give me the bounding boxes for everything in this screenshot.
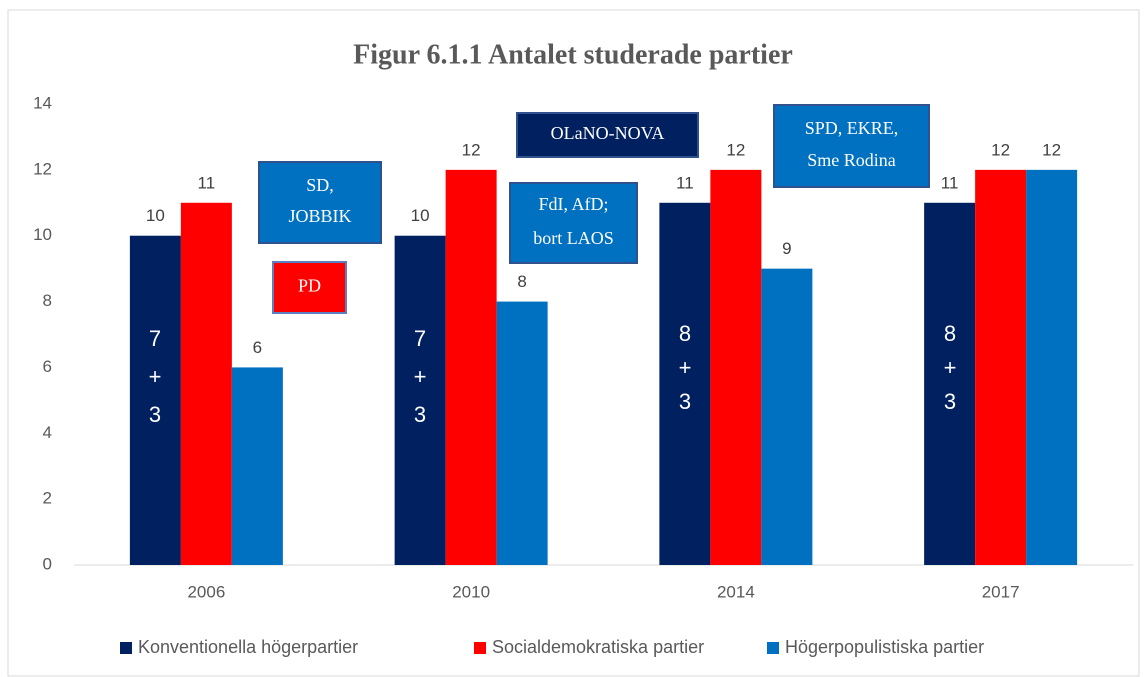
annotation-box xyxy=(272,261,347,314)
value-label: 12 xyxy=(991,140,1010,159)
annotation-text: + xyxy=(149,364,162,389)
bar xyxy=(710,169,762,565)
annotation-text: FdI, AfD; xyxy=(538,194,608,214)
value-label: 10 xyxy=(411,206,430,225)
annotation-box xyxy=(516,112,699,158)
legend-label: Socialdemokratiska partier xyxy=(492,637,704,657)
legend-label: Konventionella högerpartier xyxy=(138,637,358,657)
x-tick-label: 2017 xyxy=(982,582,1020,601)
value-label: 6 xyxy=(253,338,262,357)
bar xyxy=(924,202,976,566)
annotation-text: + xyxy=(414,364,427,389)
y-tick-label: 2 xyxy=(43,489,52,508)
value-label: 11 xyxy=(676,173,694,192)
annotation-text: bort LAOS xyxy=(533,228,614,248)
value-label: 8 xyxy=(517,272,526,291)
y-tick-label: 12 xyxy=(33,159,52,178)
bar xyxy=(975,169,1027,565)
value-label: 11 xyxy=(198,173,216,192)
y-tick-label: 4 xyxy=(43,423,52,442)
legend-swatch xyxy=(767,642,779,654)
annotation-text: JOBBIK xyxy=(288,206,351,226)
value-label: 11 xyxy=(941,173,959,192)
annotation-text: OLaNO-NOVA xyxy=(551,123,665,143)
annotation-text: 3 xyxy=(944,389,956,414)
annotation-text: SD, xyxy=(306,175,334,195)
bar xyxy=(129,235,181,565)
bar xyxy=(659,202,711,566)
annotation-text: 7 xyxy=(414,326,426,351)
y-tick-label: 6 xyxy=(43,357,52,376)
annotation-box xyxy=(773,104,930,188)
annotation-text: 8 xyxy=(679,321,691,346)
bar xyxy=(445,169,497,565)
y-tick-label: 10 xyxy=(33,225,52,244)
y-tick-label: 14 xyxy=(33,93,52,112)
legend-label: Högerpopulistiska partier xyxy=(785,637,984,657)
value-label: 10 xyxy=(146,206,165,225)
annotation-text: 3 xyxy=(414,402,426,427)
value-label: 12 xyxy=(462,140,481,159)
y-tick-label: 0 xyxy=(43,554,52,573)
annotation-box xyxy=(509,182,638,264)
annotation-text: 3 xyxy=(679,389,691,414)
annotation-text: 8 xyxy=(944,321,956,346)
annotation-text: PD xyxy=(298,276,321,296)
y-tick-label: 8 xyxy=(43,291,52,310)
bar xyxy=(180,202,232,566)
annotation-text: + xyxy=(679,355,692,380)
annotation-text: 3 xyxy=(149,402,161,427)
bar xyxy=(231,367,283,565)
value-label: 12 xyxy=(1042,140,1061,159)
legend-swatch xyxy=(474,642,486,654)
x-tick-label: 2006 xyxy=(187,582,225,601)
x-tick-label: 2014 xyxy=(717,582,755,601)
bar xyxy=(496,301,548,565)
annotation-text: 7 xyxy=(149,326,161,351)
x-tick-label: 2010 xyxy=(452,582,490,601)
bar xyxy=(394,235,446,565)
annotation-box xyxy=(258,161,382,244)
legend-swatch xyxy=(120,642,132,654)
bar xyxy=(1026,169,1078,565)
chart-title: Figur 6.1.1 Antalet studerade partier xyxy=(353,39,793,70)
value-label: 9 xyxy=(782,239,791,258)
annotation-text: + xyxy=(944,355,957,380)
annotation-text: SPD, EKRE, xyxy=(805,118,899,138)
bar xyxy=(761,268,813,565)
annotation-text: Sme Rodina xyxy=(807,150,896,170)
value-label: 12 xyxy=(726,140,745,159)
